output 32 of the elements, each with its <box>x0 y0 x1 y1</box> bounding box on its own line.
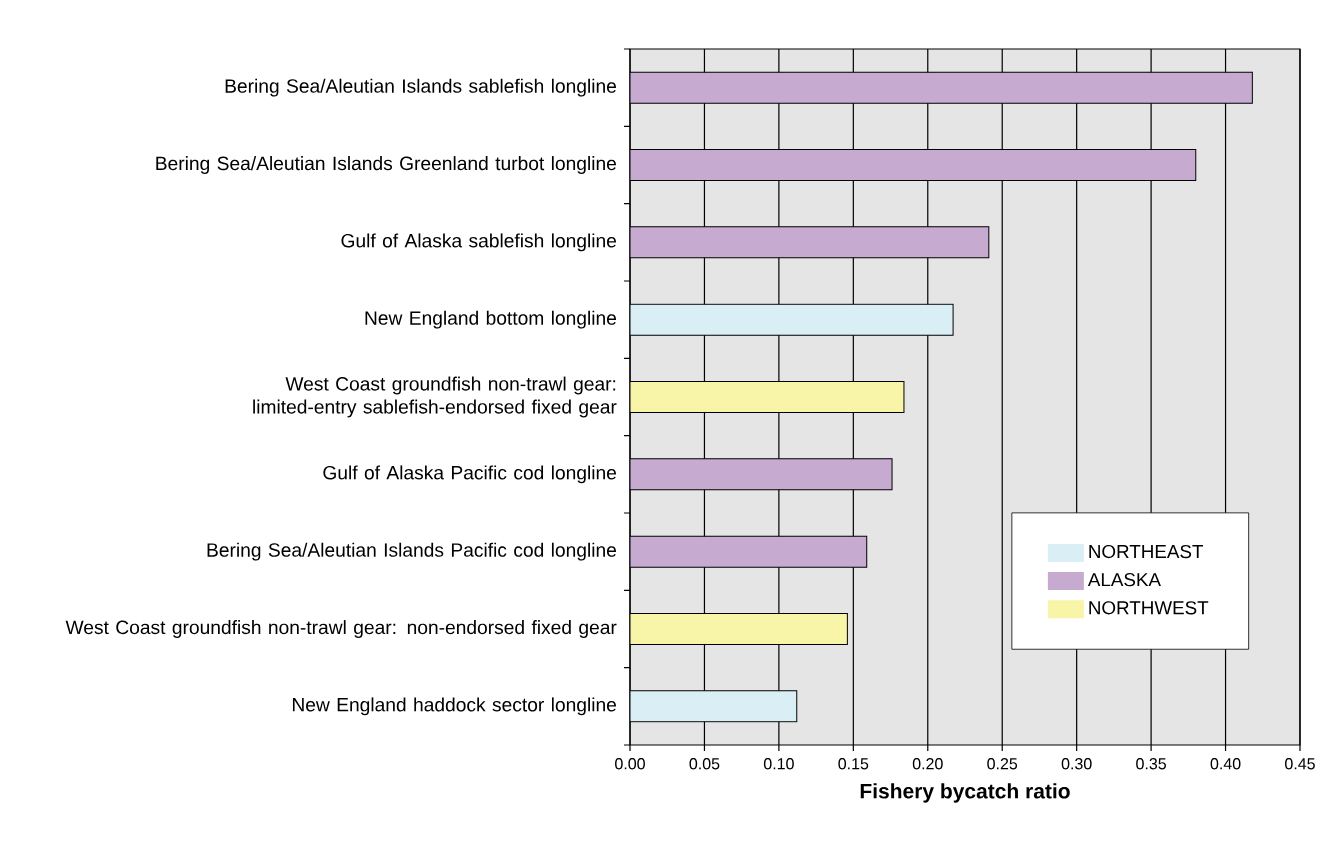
y-tick-label: Bering Sea/Aleutian Islands Pacific cod longline <box>207 542 616 561</box>
legend-label: NORTHEAST <box>1089 544 1204 559</box>
x-tick-label: 0.35 <box>1136 758 1166 770</box>
x-tick-label: 0.10 <box>763 758 794 770</box>
bar <box>630 226 990 259</box>
x-tick-label: 0.20 <box>912 758 943 770</box>
bar <box>630 535 868 568</box>
x-tick-label: 0.30 <box>1061 758 1092 770</box>
legend-label: NORTHWEST <box>1089 601 1209 615</box>
bar <box>630 613 848 645</box>
bar <box>630 71 1253 104</box>
x-tick-label: 0.15 <box>838 758 869 770</box>
y-tick-label: Gulf of Alaska Pacific cod longline <box>323 465 617 484</box>
y-tick-label: Bering Sea/Aleutian Islands sablefish longline <box>225 78 616 97</box>
x-tick-label: 0.45 <box>1285 758 1315 770</box>
y-tick-label: New England bottom longline <box>365 310 616 329</box>
bar <box>630 303 954 336</box>
y-tick-label: New England haddock sector longline <box>292 697 616 716</box>
y-tick-label: Gulf of Alaska sablefish longline <box>341 233 617 252</box>
x-tick-label: 0.05 <box>689 758 720 770</box>
y-tick-label: Bering Sea/Aleutian Islands Greenland turbot longline <box>156 156 616 174</box>
bar <box>630 690 798 723</box>
x-tick-label: 0.25 <box>987 758 1018 770</box>
bar <box>630 458 893 491</box>
x-tick-label: 0.40 <box>1210 758 1241 770</box>
bar <box>630 149 1197 182</box>
x-tick-label: 0.00 <box>615 758 645 770</box>
legend-label: ALASKA <box>1087 573 1161 587</box>
x-axis-title: Fishery bycatch ratio <box>860 783 1070 803</box>
y-tick-label: West Coast groundfish non-trawl gear: limited-entry sablefish-endorsed fixed gear <box>253 376 617 418</box>
bar <box>630 381 905 414</box>
y-tick-label: West Coast groundfish non-trawl gear: non-endorsed fixed gear <box>65 620 617 638</box>
